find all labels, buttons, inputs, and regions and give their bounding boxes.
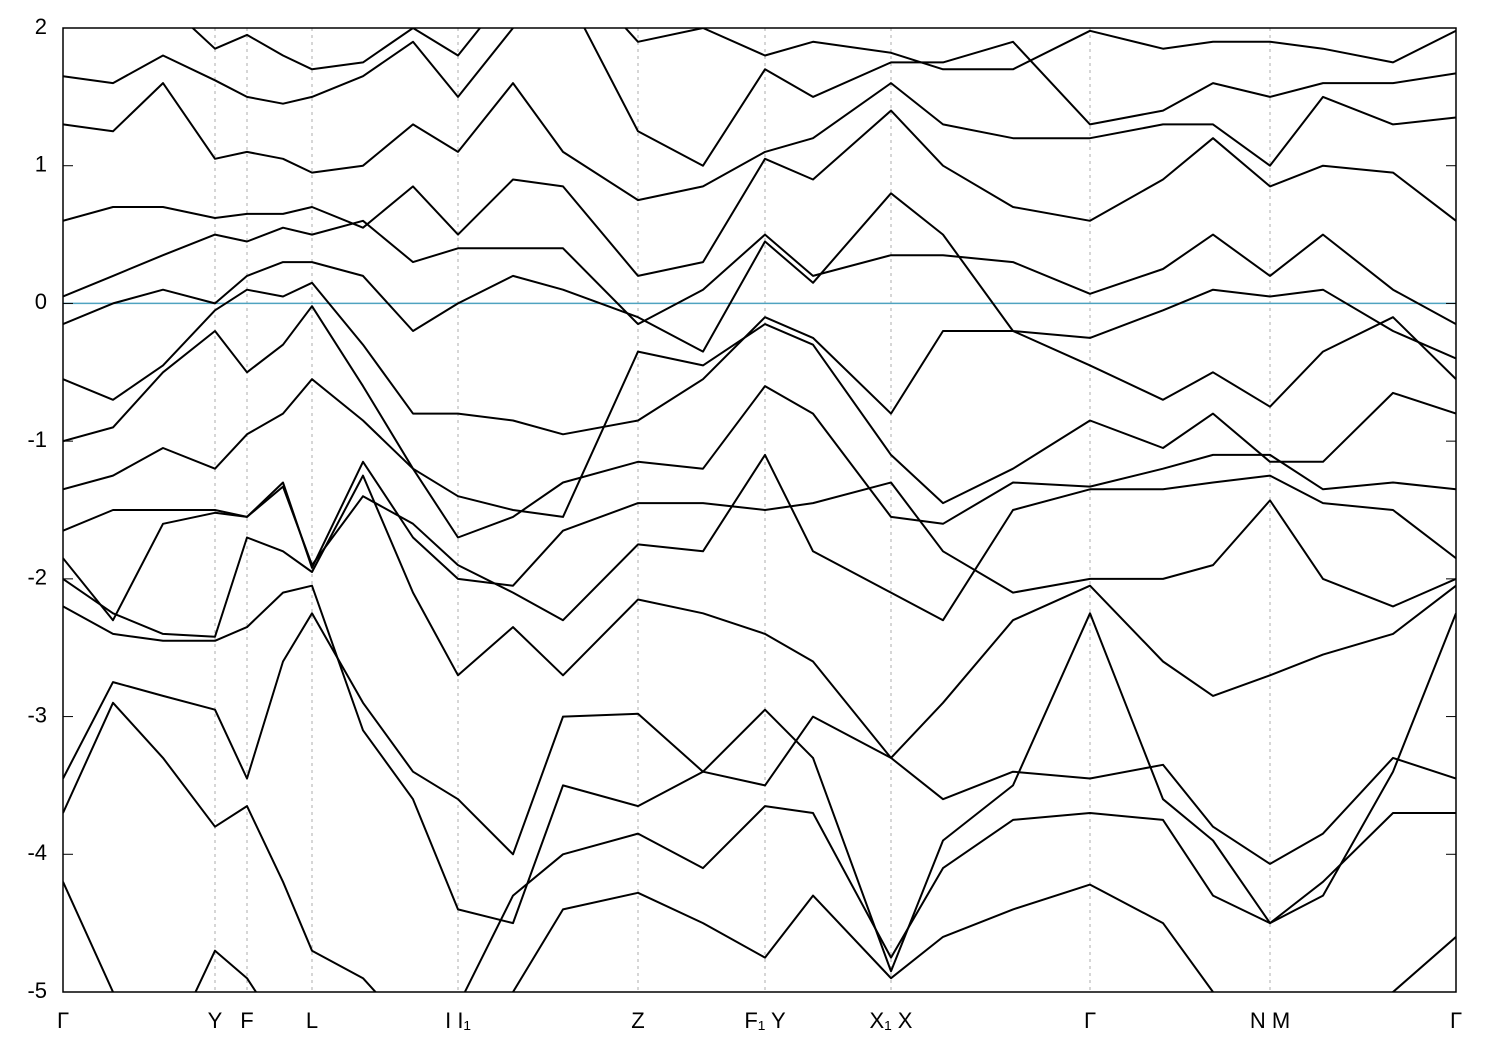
y-tick-label: -2 [27,565,47,590]
plot-frame [62,27,1457,993]
x-tick-label: X₁ X [870,1008,913,1033]
x-tick-label: Γ [1084,1008,1096,1033]
y-tick-label: -4 [27,840,47,865]
band-line [63,281,1456,436]
x-tick-label: F [240,1008,253,1033]
x-tick-label: Y [208,1008,223,1033]
y-tick-label: 1 [35,152,47,177]
y-tick-label: 0 [35,289,47,314]
y-tick-label: -5 [27,978,47,1003]
band-line [63,612,1456,865]
x-tick-label: Z [631,1008,644,1033]
x-tick-label: Γ [1450,1008,1462,1033]
band-line [63,378,1456,539]
band-line [63,28,1456,71]
band-line [63,460,1456,622]
band-line [63,474,1456,759]
band-line [63,701,1456,992]
y-tick-label: -3 [27,702,47,727]
band-line [63,584,1456,973]
x-tick-label: N M [1250,1008,1290,1033]
x-tick-label: F₁ Y [744,1008,786,1033]
x-tick-label: Γ [57,1008,69,1033]
band-line [63,219,1456,326]
band-line [63,192,1456,360]
x-tick-label: L [306,1008,318,1033]
y-tick-label: 2 [35,14,47,39]
band-line [63,305,1456,518]
band-line [63,109,1456,277]
band-line [63,28,1456,167]
x-tick-label: I I₁ [445,1008,471,1033]
band-line [63,881,1456,992]
band-line [63,453,1456,622]
plot-area [63,28,1456,992]
y-tick-label: -1 [27,427,47,452]
band-line [63,82,1456,202]
